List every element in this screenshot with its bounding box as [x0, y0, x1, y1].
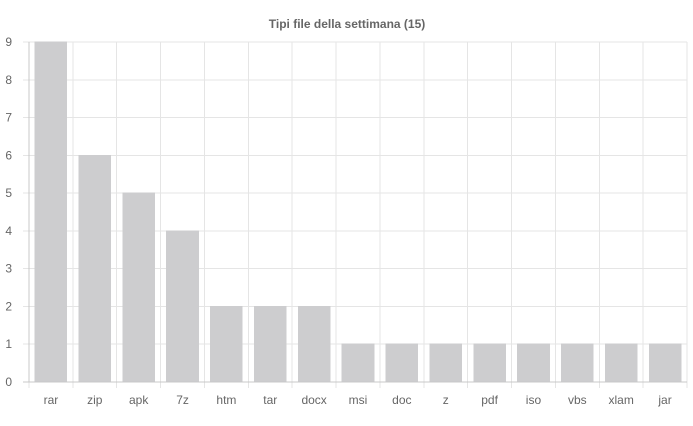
bar-msi [341, 343, 375, 383]
x-tick-label: apk [129, 393, 149, 407]
x-tick-label: vbs [568, 393, 587, 407]
y-tick-label: 7 [5, 111, 12, 125]
axes [23, 42, 687, 383]
x-tick-label: rar [44, 393, 59, 407]
x-tick-label: 7z [176, 393, 189, 407]
x-tick-label: iso [526, 393, 542, 407]
chart-title: Tipi file della settimana (15) [269, 17, 426, 31]
bar-pdf [473, 343, 506, 383]
y-tick-label: 6 [5, 148, 12, 162]
y-tick-label: 8 [5, 73, 12, 87]
bar-7z [166, 230, 199, 383]
x-tick-label: xlam [609, 393, 634, 407]
y-axis-tick-labels: 0 1 2 3 4 5 6 7 8 9 [5, 35, 12, 389]
y-tick-label: 3 [5, 262, 12, 276]
bar-doc [385, 343, 419, 383]
y-tick-label: 4 [5, 224, 12, 238]
x-tick-label: jar [657, 393, 671, 407]
y-tick-label: 0 [5, 375, 12, 389]
x-tick-label: msi [349, 393, 368, 407]
y-tick-label: 1 [5, 337, 12, 351]
x-tick-label: doc [392, 393, 411, 407]
x-tick-label: z [443, 393, 449, 407]
bar-docx [297, 305, 331, 383]
y-tick-label: 9 [5, 35, 12, 49]
x-tick-label: zip [87, 393, 103, 407]
bar-tar [253, 305, 287, 383]
bars [34, 41, 682, 383]
bar-apk [122, 192, 155, 383]
x-tick-label: htm [216, 393, 236, 407]
bar-htm [210, 305, 243, 383]
y-tick-label: 2 [5, 299, 12, 313]
x-axis-tick-labels: rar zip apk 7z htm tar docx msi doc z pdf iso vbs xla… [44, 393, 672, 407]
bar-iso [517, 343, 550, 383]
x-tick-label: pdf [481, 393, 498, 407]
x-tick-label: tar [263, 393, 277, 407]
bar-rar [34, 41, 68, 383]
bar-vbs [561, 343, 594, 383]
y-tick-label: 5 [5, 186, 12, 200]
bar-zip [78, 154, 112, 383]
bar-jar [648, 343, 682, 383]
bar-z [429, 343, 463, 383]
bar-xlam [604, 343, 638, 383]
x-tick-label: docx [301, 393, 326, 407]
